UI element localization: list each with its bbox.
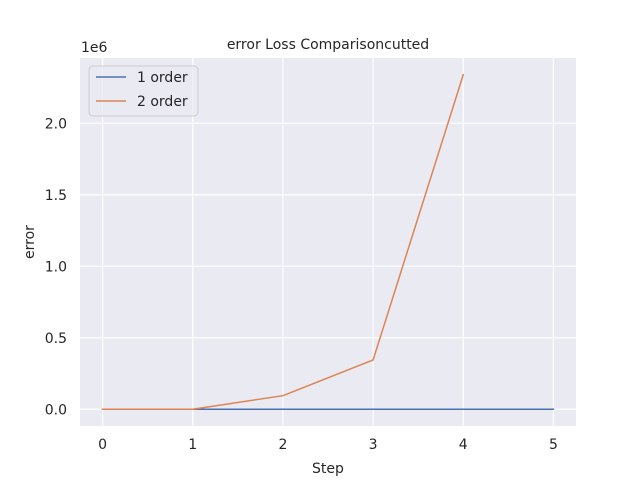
legend: 1 order 2 order bbox=[88, 65, 199, 117]
plot-area bbox=[80, 58, 576, 426]
legend-label-1-order: 1 order bbox=[137, 70, 188, 86]
x-axis-label: Step bbox=[312, 461, 344, 477]
y-axis-label: error bbox=[22, 225, 38, 259]
chart-title: error Loss Comparisoncutted bbox=[227, 37, 429, 53]
y-tick-label: 1.5 bbox=[45, 188, 67, 204]
y-tick-label: 1.0 bbox=[45, 259, 67, 275]
x-tick-label: 1 bbox=[188, 437, 197, 453]
x-tick-labels: 0 1 2 3 4 5 bbox=[98, 437, 558, 453]
x-tick-label: 5 bbox=[549, 437, 558, 453]
legend-box bbox=[88, 65, 199, 117]
y-axis-offset-label: 1e6 bbox=[81, 40, 108, 56]
x-tick-label: 2 bbox=[278, 437, 287, 453]
x-tick-label: 0 bbox=[98, 437, 107, 453]
series-line-2-order bbox=[101, 73, 465, 411]
series-lines bbox=[101, 73, 555, 411]
legend-label-2-order: 2 order bbox=[137, 94, 188, 110]
y-tick-label: 0.0 bbox=[45, 402, 67, 418]
y-tick-labels: 0.0 0.5 1.0 1.5 2.0 bbox=[45, 116, 67, 418]
y-tick-label: 2.0 bbox=[45, 116, 67, 132]
y-tick-label: 0.5 bbox=[45, 331, 67, 347]
x-tick-label: 4 bbox=[459, 437, 468, 453]
x-tick-label: 3 bbox=[369, 437, 378, 453]
